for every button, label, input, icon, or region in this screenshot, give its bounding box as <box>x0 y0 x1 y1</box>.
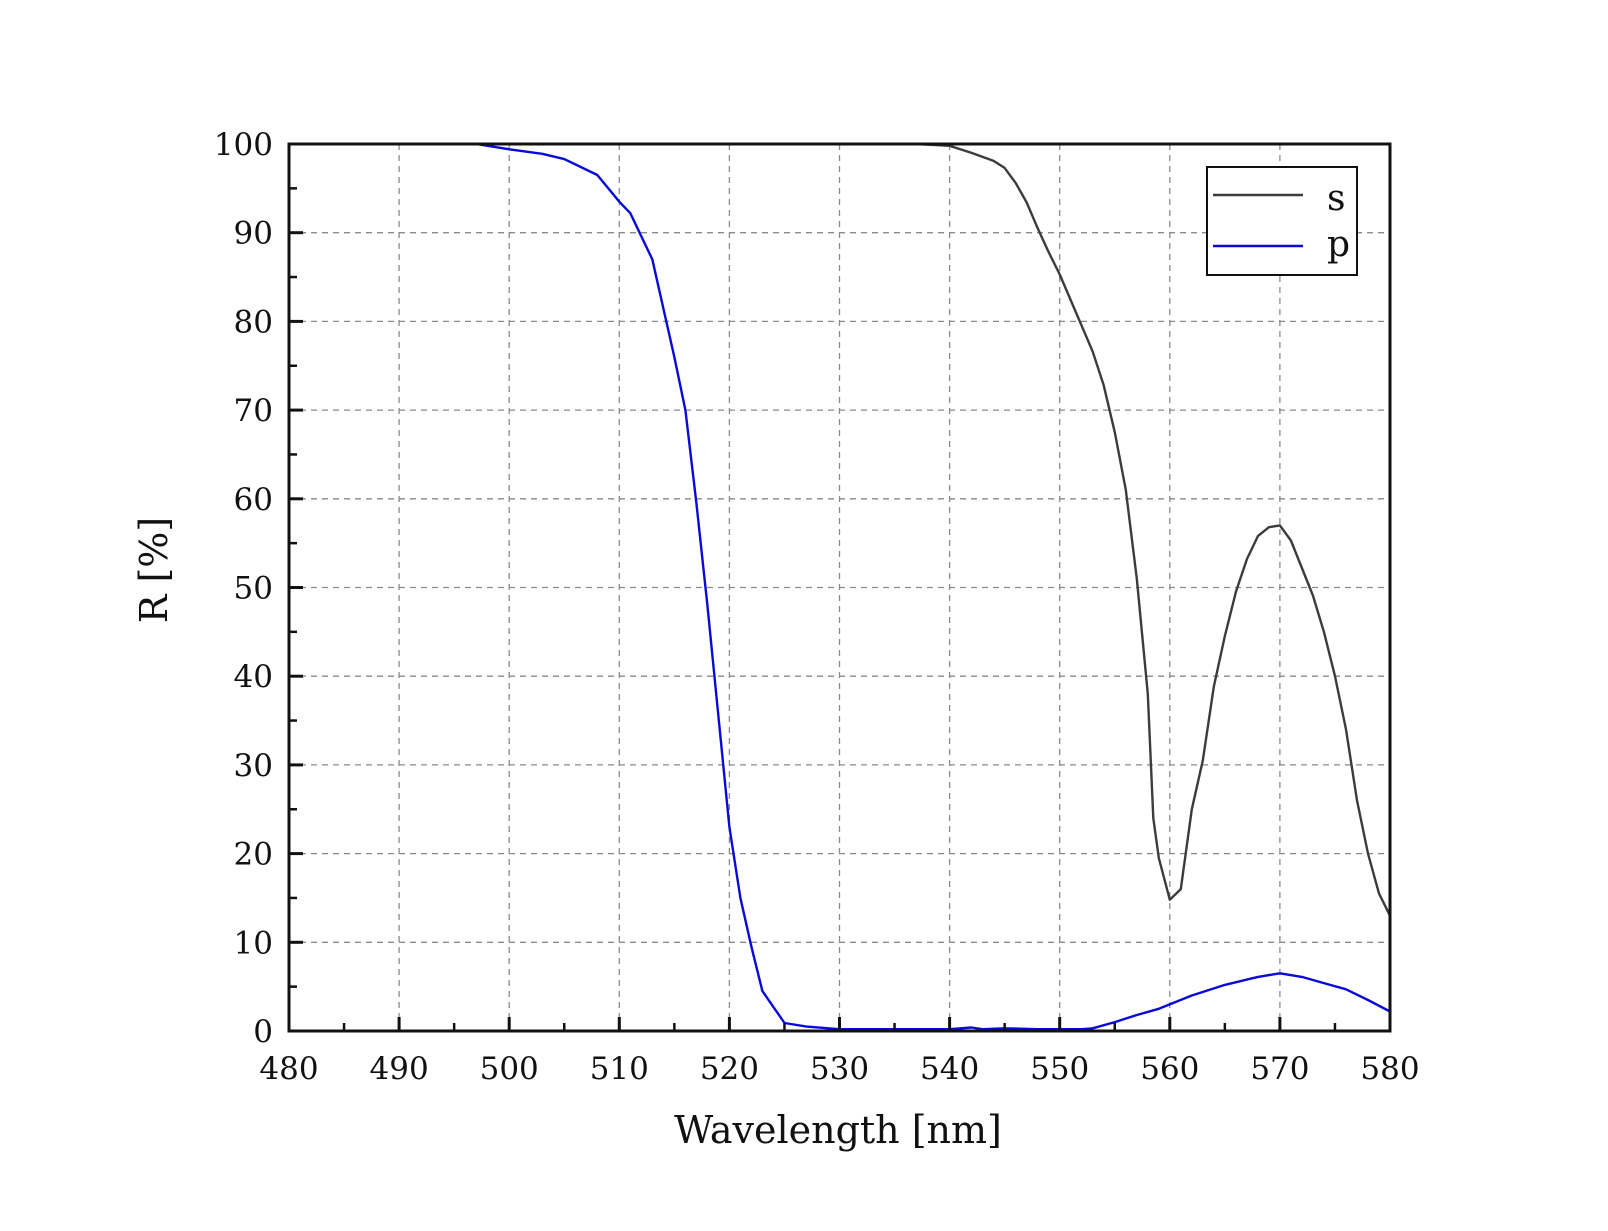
x-tick-label: 510 <box>590 1051 649 1087</box>
x-tick-label: 560 <box>1140 1051 1199 1087</box>
y-tick-label: 40 <box>234 659 273 695</box>
y-tick-label: 60 <box>234 482 273 518</box>
legend-box <box>1206 166 1358 276</box>
grid <box>289 144 1390 1031</box>
y-tick-label: 10 <box>234 925 273 961</box>
legend-label-p: p <box>1327 224 1350 265</box>
x-tick-label: 490 <box>370 1051 429 1087</box>
x-tick-label: 530 <box>810 1051 869 1087</box>
y-tick-label: 50 <box>234 571 273 607</box>
x-tick-label: 500 <box>480 1051 539 1087</box>
legend: s p <box>1206 166 1358 276</box>
x-tick-label: 540 <box>920 1051 979 1087</box>
y-tick-label: 30 <box>234 748 273 784</box>
series-line-p <box>351 142 1391 1031</box>
tick-labels: 480 490 500 510 520 530 540 550 560 570 580 0 10 20 30… <box>214 127 1420 1087</box>
legend-label-s: s <box>1327 178 1345 219</box>
y-tick-label: 0 <box>253 1014 273 1050</box>
y-tick-label: 90 <box>234 216 273 252</box>
series-lines <box>351 142 1392 1031</box>
y-tick-label: 100 <box>214 127 273 163</box>
y-tick-label: 70 <box>234 393 273 429</box>
series-line-s <box>916 142 1392 917</box>
axis-ticks <box>287 142 1392 1033</box>
x-tick-label: 550 <box>1030 1051 1089 1087</box>
x-tick-label: 580 <box>1360 1051 1419 1087</box>
x-tick-label: 480 <box>259 1051 318 1087</box>
y-tick-label: 80 <box>234 304 273 340</box>
x-tick-label: 570 <box>1250 1051 1309 1087</box>
x-axis-title: Wavelength [nm] <box>674 1108 1002 1152</box>
y-axis-title: R [%] <box>132 517 176 623</box>
y-tick-label: 20 <box>234 837 273 873</box>
x-tick-label: 520 <box>700 1051 759 1087</box>
